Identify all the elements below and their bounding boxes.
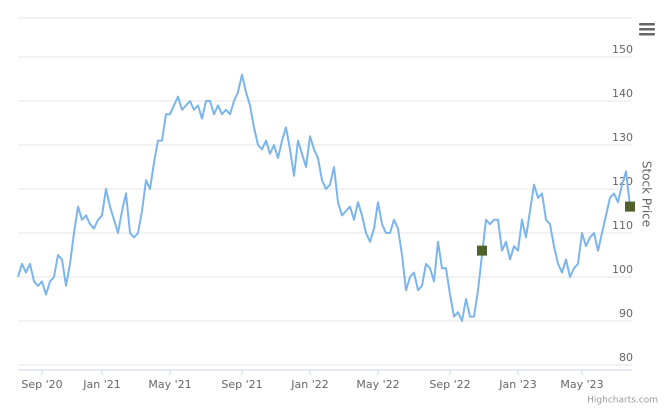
y-axis-title: Stock Price bbox=[640, 161, 654, 227]
x-tick-label: Jan '22 bbox=[290, 378, 328, 391]
y-tick-label: 150 bbox=[612, 43, 633, 56]
price-line bbox=[17, 73, 631, 322]
x-tick-label: Sep '22 bbox=[429, 378, 470, 391]
y-tick-label: 80 bbox=[619, 351, 633, 364]
credits[interactable]: Highcharts.com bbox=[587, 396, 658, 406]
y-tick-label: 100 bbox=[612, 263, 633, 276]
y-tick-label: 90 bbox=[619, 307, 633, 320]
x-tick-label: Sep '21 bbox=[221, 378, 262, 391]
menu-bar bbox=[639, 33, 655, 36]
menu-bar bbox=[639, 28, 655, 31]
x-tick-label: May '22 bbox=[356, 378, 399, 391]
x-tick-label: May '23 bbox=[560, 378, 603, 391]
x-tick-label: Jan '21 bbox=[82, 378, 120, 391]
event-marker bbox=[477, 245, 487, 256]
x-tick-label: May '21 bbox=[148, 378, 191, 391]
event-marker bbox=[625, 201, 635, 212]
menu-button[interactable] bbox=[639, 23, 655, 36]
x-tick-label: Sep '20 bbox=[21, 378, 62, 391]
x-tick-label: Jan '23 bbox=[498, 378, 536, 391]
y-tick-label: 110 bbox=[612, 219, 633, 232]
y-tick-label: 130 bbox=[612, 131, 633, 144]
y-tick-label: 140 bbox=[612, 87, 633, 100]
menu-bar bbox=[639, 23, 655, 26]
